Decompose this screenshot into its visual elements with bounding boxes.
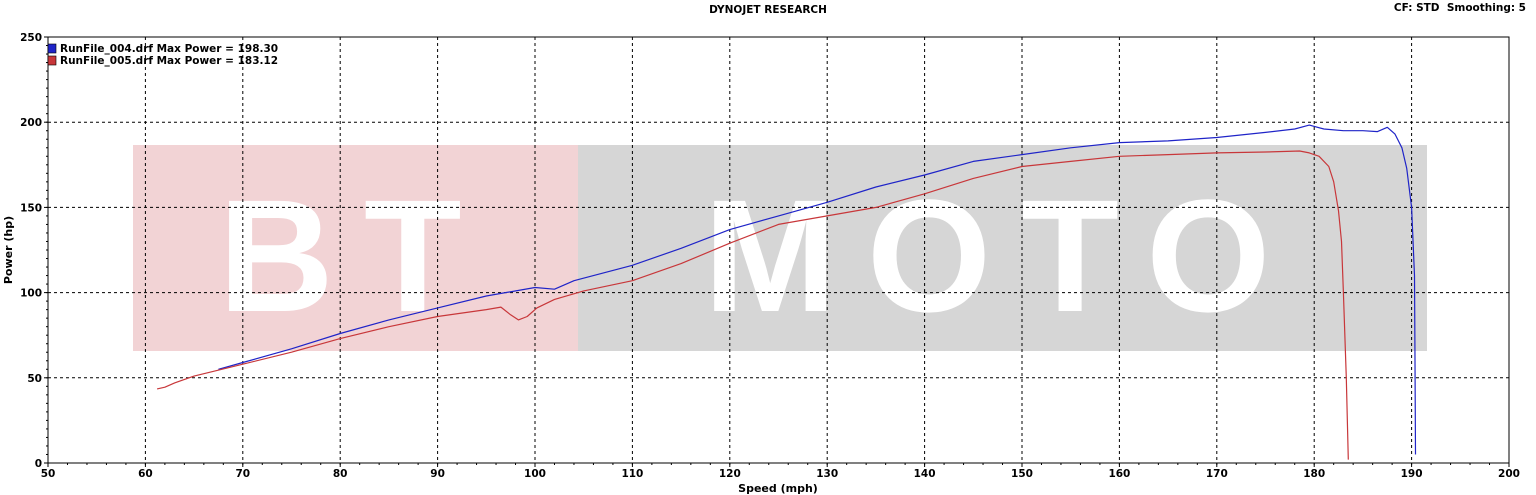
- watermark-logo: BT MOTO: [133, 145, 1427, 351]
- x-tick-label: 80: [333, 468, 348, 480]
- x-tick-label: 180: [1303, 468, 1325, 480]
- x-tick-label: 200: [1498, 468, 1520, 480]
- x-tick-label: 150: [1011, 468, 1033, 480]
- y-tick-label: 0: [35, 458, 42, 470]
- y-tick-label: 50: [27, 373, 42, 385]
- x-axis: 50 60 70 80 90 100 110 120 130 140 150 160 170 180 190…: [41, 463, 1520, 480]
- legend-label: RunFile_004.drf Max Power = 198.30: [60, 43, 278, 55]
- series-lines: [156, 124, 1417, 460]
- x-tick-label: 130: [816, 468, 838, 480]
- x-tick-label: 90: [430, 468, 445, 480]
- header-settings: CF: STD Smoothing: 5: [1394, 2, 1526, 14]
- series-line-2: [156, 150, 1349, 460]
- grid: [48, 37, 1509, 463]
- legend: RunFile_004.drf Max Power = 198.30RunFil…: [47, 43, 278, 67]
- x-tick-label: 190: [1401, 468, 1423, 480]
- legend-swatch: [47, 55, 57, 66]
- watermark-text-right: MOTO: [703, 166, 1300, 345]
- y-tick-label: 250: [20, 32, 42, 44]
- x-tick-label: 160: [1108, 468, 1130, 480]
- watermark-left-panel: [133, 145, 578, 351]
- legend-swatch: [47, 43, 57, 54]
- y-tick-label: 100: [20, 288, 42, 300]
- x-tick-label: 60: [138, 468, 153, 480]
- series-line-1: [218, 124, 1417, 455]
- y-axis: 0 50 100 150 200 250: [20, 32, 48, 470]
- y-tick-label: 200: [20, 117, 42, 129]
- x-tick-label: 140: [914, 468, 936, 480]
- watermark-text-left: BT: [218, 166, 491, 345]
- x-tick-label: 120: [719, 468, 741, 480]
- y-axis-title: Power (hp): [2, 216, 15, 284]
- x-tick-label: 100: [524, 468, 546, 480]
- legend-label: RunFile_005.drf Max Power = 183.12: [60, 55, 278, 67]
- header-title: DYNOJET RESEARCH: [709, 4, 827, 16]
- x-tick-label: 70: [235, 468, 250, 480]
- y-tick-label: 150: [20, 202, 42, 214]
- x-tick-label: 110: [621, 468, 643, 480]
- x-tick-label: 50: [41, 468, 56, 480]
- x-tick-label: 170: [1206, 468, 1228, 480]
- x-axis-title: Speed (mph): [738, 482, 818, 495]
